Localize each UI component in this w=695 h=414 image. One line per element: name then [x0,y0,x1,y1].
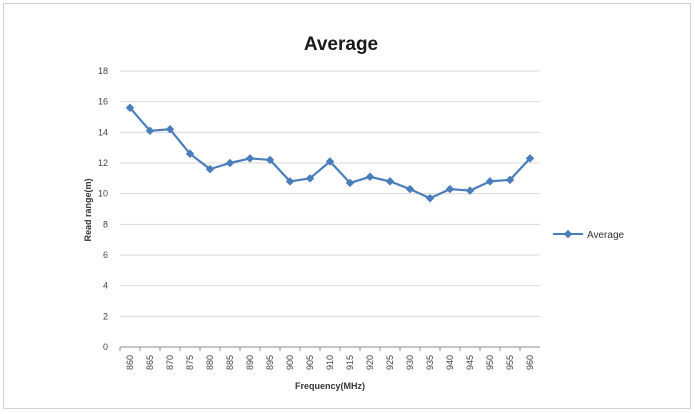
chart-title: Average [304,34,378,55]
y-tick-label: 2 [103,311,108,321]
data-point [325,157,335,166]
data-point [225,158,235,168]
data-point [145,126,155,136]
x-tick-label: 920 [365,355,375,370]
y-tick-label: 8 [103,219,108,229]
x-tick-label: 890 [245,355,255,370]
x-tick-label: 925 [385,355,395,370]
data-point [405,184,415,194]
data-point [265,155,275,165]
x-tick-label: 955 [505,355,515,370]
x-tick-label: 875 [185,355,195,370]
x-tick-label: 880 [205,355,215,370]
x-tick-label: 960 [525,355,535,370]
x-tick-label: 930 [405,355,415,370]
x-tick-label: 900 [285,355,295,370]
legend: Average [553,229,625,241]
data-point [125,103,135,113]
legend-label: Average [587,230,625,241]
x-axis-title: Frequency(MHz) [295,381,365,391]
y-tick-label: 10 [98,189,108,199]
y-tick-label: 16 [98,97,108,107]
data-point [165,125,175,134]
data-point [245,154,255,163]
y-tick-label: 6 [103,250,108,260]
x-tick-label: 895 [265,355,275,370]
x-tick-label: 865 [145,355,155,370]
x-tick-label: 935 [425,355,435,370]
data-point [185,149,195,159]
y-tick-label: 18 [98,66,108,76]
x-tick-label: 885 [225,355,235,370]
y-tick-label: 0 [103,342,108,352]
x-tick-label: 910 [325,355,335,370]
data-point [425,194,435,203]
y-tick-label: 12 [98,158,108,168]
x-tick-label: 950 [485,355,495,370]
x-tick-label: 870 [165,355,175,370]
x-tick-label: 945 [465,355,475,370]
data-point [445,184,455,194]
data-point [205,164,215,174]
data-point [385,177,395,186]
legend-marker [563,229,573,239]
data-point [365,172,375,182]
data-point [345,178,355,188]
x-tick-label: 915 [345,355,355,370]
x-tick-label: 905 [305,355,315,370]
data-point [285,177,295,186]
data-point [465,186,475,195]
x-axis-ticks: 860 865 870 875 880 885 890 895 900 905 910 915 920 9… [119,347,535,370]
data-point [305,174,315,183]
series-average [125,103,535,203]
y-tick-label: 14 [98,127,108,137]
gridlines [120,70,540,348]
y-axis-title: Read range(m) [83,178,93,241]
y-axis-ticks: 0 2 4 6 8 10 12 14 16 18 [98,66,108,352]
y-tick-label: 4 [103,281,108,291]
x-tick-label: 940 [445,355,455,370]
data-point [485,177,495,186]
x-tick-label: 860 [125,355,135,370]
